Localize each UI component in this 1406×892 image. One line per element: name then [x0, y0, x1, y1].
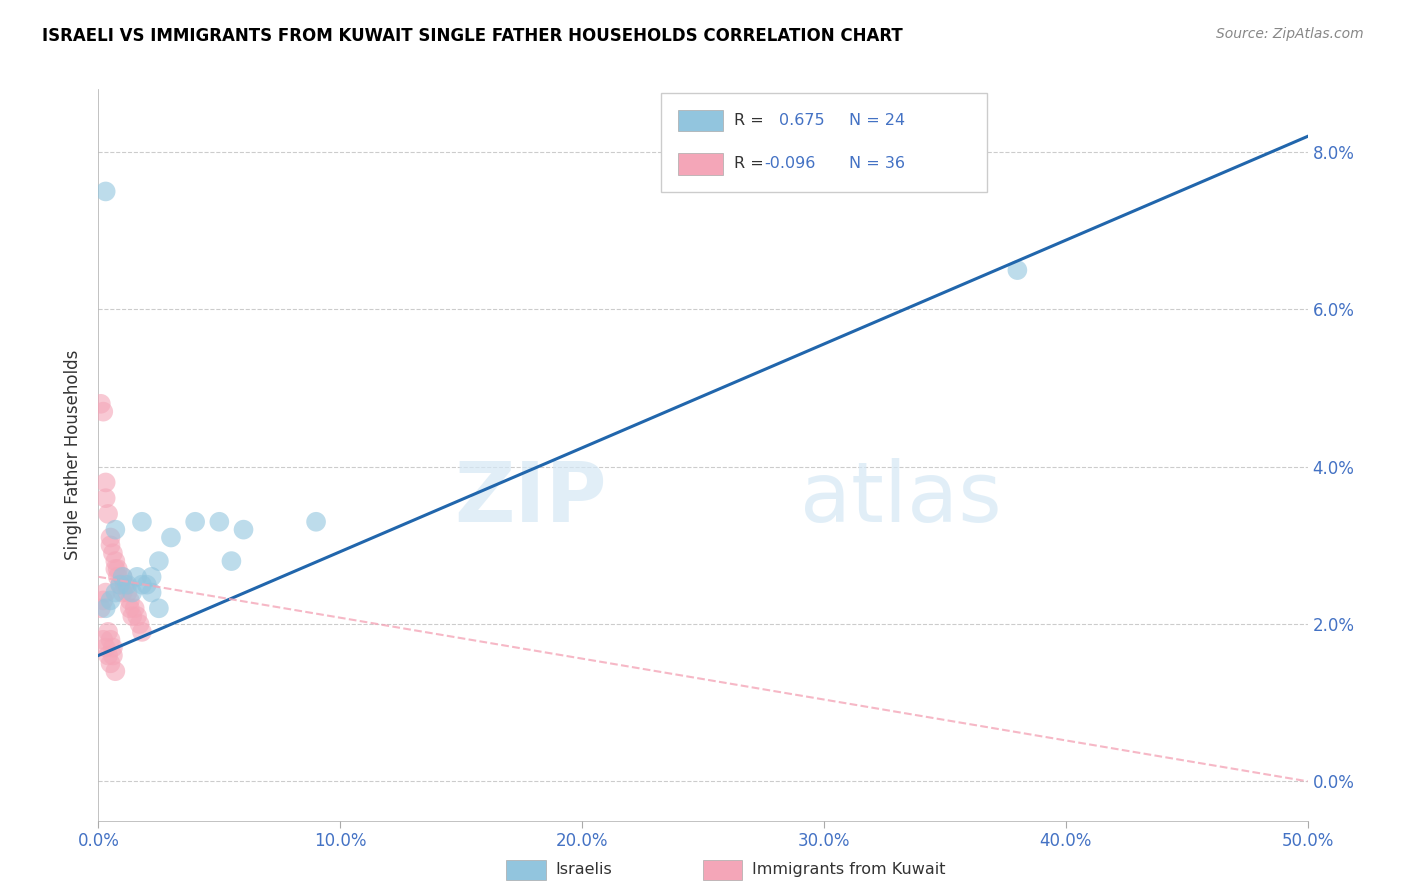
Point [90, 601, 112, 615]
Point [127, 609, 149, 624]
Point [91, 405, 114, 419]
Point [184, 515, 207, 529]
Point [131, 577, 153, 591]
Point [94, 601, 117, 615]
Point [108, 577, 131, 591]
Text: N = 24: N = 24 [849, 113, 905, 128]
Point [97, 507, 120, 521]
Point [104, 585, 127, 599]
Point [117, 577, 139, 591]
Point [121, 609, 143, 624]
Point [94, 585, 117, 599]
Point [114, 577, 136, 591]
Text: 0.675: 0.675 [779, 113, 824, 128]
Point [148, 554, 170, 568]
Point [118, 593, 141, 607]
Point [127, 570, 149, 584]
Text: R =: R = [734, 113, 769, 128]
Point [97, 648, 120, 663]
Point [160, 531, 183, 545]
Text: N = 36: N = 36 [849, 156, 905, 171]
Point [148, 601, 170, 615]
Point [100, 538, 122, 552]
Point [208, 515, 231, 529]
Point [121, 585, 143, 599]
Point [100, 531, 122, 545]
Point [111, 570, 134, 584]
Point [1007, 263, 1029, 277]
Point [141, 585, 163, 599]
Point [94, 475, 117, 490]
Text: R =: R = [734, 156, 769, 171]
Point [118, 601, 141, 615]
Text: ZIP: ZIP [454, 458, 606, 540]
Point [117, 585, 139, 599]
Point [94, 185, 117, 199]
Point [101, 640, 124, 655]
Point [111, 570, 134, 584]
Point [104, 664, 127, 678]
Point [94, 640, 117, 655]
Point [101, 648, 124, 663]
Text: atlas: atlas [800, 458, 1001, 540]
Point [107, 562, 129, 576]
Point [101, 546, 124, 560]
Point [100, 632, 122, 647]
Text: Immigrants from Kuwait: Immigrants from Kuwait [752, 863, 946, 877]
Y-axis label: Single Father Households: Single Father Households [65, 350, 83, 560]
Point [107, 570, 129, 584]
Point [100, 657, 122, 671]
Point [124, 601, 146, 615]
Point [97, 624, 120, 639]
Point [104, 562, 127, 576]
Point [94, 491, 117, 505]
Text: ISRAELI VS IMMIGRANTS FROM KUWAIT SINGLE FATHER HOUSEHOLDS CORRELATION CHART: ISRAELI VS IMMIGRANTS FROM KUWAIT SINGLE… [42, 27, 903, 45]
Point [91, 632, 114, 647]
Point [135, 577, 157, 591]
Point [91, 593, 114, 607]
Point [111, 585, 134, 599]
Point [128, 617, 150, 632]
Point [90, 397, 112, 411]
Point [104, 523, 127, 537]
Point [131, 515, 153, 529]
Point [104, 554, 127, 568]
Text: -0.096: -0.096 [765, 156, 815, 171]
Point [232, 523, 254, 537]
Point [100, 593, 122, 607]
Point [305, 515, 328, 529]
Point [221, 554, 243, 568]
Point [108, 577, 131, 591]
Text: Source: ZipAtlas.com: Source: ZipAtlas.com [1216, 27, 1364, 41]
Text: Israelis: Israelis [555, 863, 612, 877]
Point [131, 624, 153, 639]
Point [141, 570, 163, 584]
